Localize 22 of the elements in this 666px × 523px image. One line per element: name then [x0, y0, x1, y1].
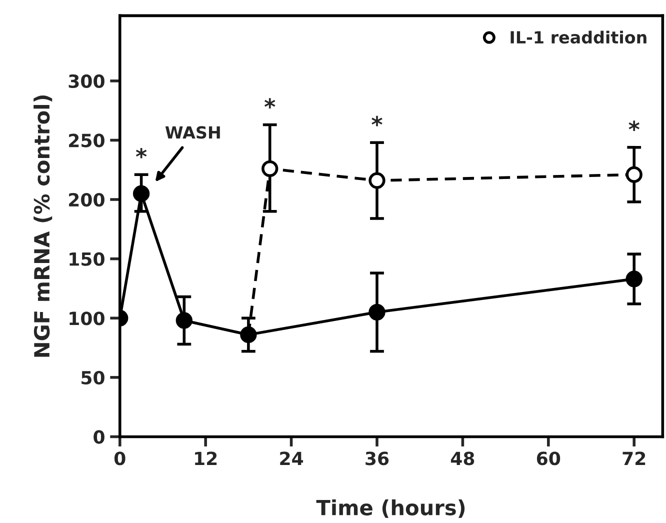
x-tick-label: 48 — [450, 452, 474, 466]
y-tick-label: 150 — [70, 252, 104, 266]
y-tick-label: 300 — [68, 74, 104, 88]
legend-label: IL-1 readdition — [510, 30, 646, 44]
x-tick-label: 24 — [280, 452, 304, 466]
x-tick-label: 0 — [114, 452, 126, 466]
x-tick-label: 60 — [536, 452, 560, 466]
annotation: * — [372, 116, 382, 126]
x-axis-title: Time (hours) — [316, 499, 465, 518]
x-tick-label: 12 — [195, 452, 217, 466]
annotation: * — [136, 148, 147, 158]
annotation: WASH — [165, 126, 220, 139]
y-tick-label: 250 — [69, 134, 104, 148]
y-tick-label: 50 — [82, 370, 104, 385]
y-tick-label: 200 — [69, 192, 104, 207]
annotation: * — [264, 98, 276, 108]
annotation: * — [628, 120, 640, 131]
x-tick-label: 36 — [366, 452, 389, 466]
x-tick-label: 72 — [622, 452, 646, 466]
y-tick-label: 100 — [70, 312, 104, 326]
y-axis-title: NGF mRNA (% control) — [34, 96, 52, 357]
y-tick-label: 0 — [94, 430, 104, 444]
